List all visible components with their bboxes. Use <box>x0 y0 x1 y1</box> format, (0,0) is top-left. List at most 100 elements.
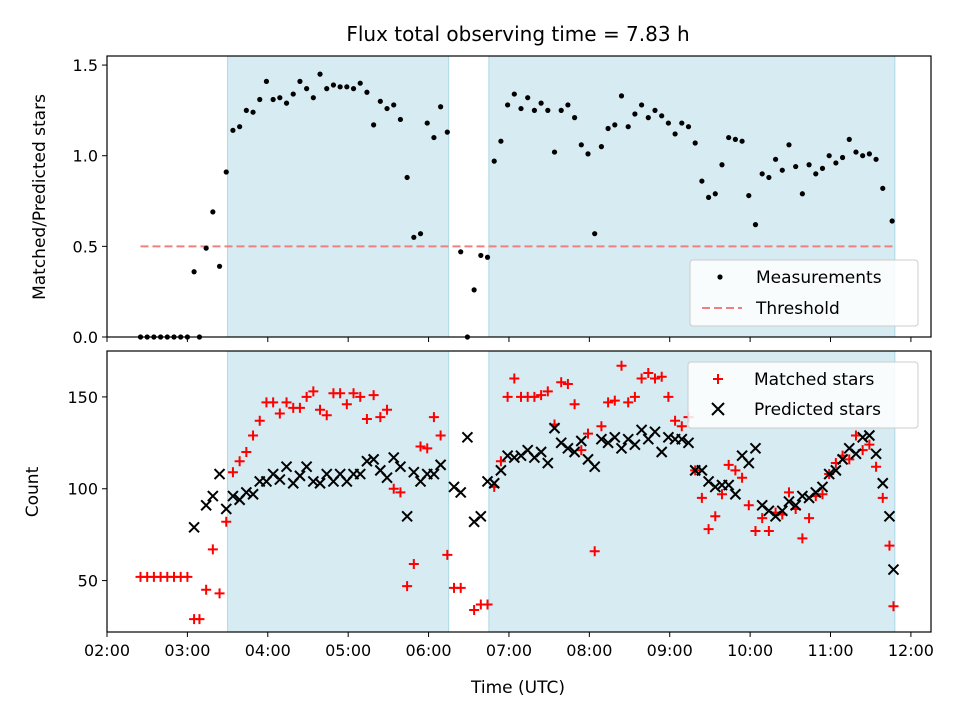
predicted-stars-point <box>836 453 849 466</box>
matched-stars-point <box>221 516 232 527</box>
predicted-stars-point <box>481 475 494 488</box>
predicted-stars-point <box>729 488 742 500</box>
matched-stars-point <box>435 430 446 441</box>
matched-stars-point <box>536 390 547 401</box>
measurement-point <box>237 124 243 130</box>
ratio-y-tick-label: 0.0 <box>73 328 98 347</box>
matched-stars-point <box>182 571 193 582</box>
ratio-y-tick-label: 0.5 <box>73 237 98 256</box>
matched-stars-point <box>194 614 205 625</box>
predicted-stars-point <box>850 448 862 460</box>
legend-predicted-marker <box>711 402 725 416</box>
measurement-point <box>732 136 738 142</box>
matched-stars-point <box>402 581 413 592</box>
predicted-stars-point <box>749 442 762 455</box>
measurement-point <box>404 174 410 181</box>
predicted-stars-point <box>877 477 889 489</box>
matched-stars-point <box>408 559 419 570</box>
matched-stars-point <box>388 483 399 494</box>
matched-stars-point <box>542 386 553 397</box>
predicted-stars-point <box>401 510 413 523</box>
matched-stars-point <box>442 549 453 560</box>
x-tick-label: 05:00 <box>325 641 371 660</box>
predicted-stars-point <box>783 495 795 508</box>
matched-stars-point <box>636 373 647 384</box>
predicted-stars-point <box>461 431 474 444</box>
measurement-point <box>632 111 638 117</box>
predicted-stars-point <box>595 433 608 445</box>
matched-stars-point <box>609 395 620 406</box>
matched-stars-point <box>797 533 808 544</box>
matched-stars-point <box>301 391 312 402</box>
measurement-point <box>257 96 263 103</box>
predicted-stars-point <box>562 442 574 455</box>
measurement-point <box>813 171 819 177</box>
measurement-point <box>873 156 879 162</box>
measurement-point <box>786 142 792 148</box>
measurement-point <box>438 104 444 110</box>
measurement-point <box>270 96 276 103</box>
matched-stars-point <box>207 544 218 555</box>
count-panel: 50 100 150 02:00 03:00 04:00 05:00 06:00 07:00 08… <box>67 350 934 660</box>
measurement-point <box>846 136 852 142</box>
predicted-stars-point <box>609 431 621 444</box>
count-legend-box <box>687 361 919 429</box>
predicted-stars-point <box>388 451 400 464</box>
matched-stars-point <box>502 391 513 402</box>
matched-stars-point <box>455 582 466 593</box>
measurement-point <box>679 120 685 126</box>
measurement-point <box>826 153 832 159</box>
predicted-stars-point <box>213 468 226 480</box>
measurement-point <box>191 269 197 275</box>
predicted-stars-point <box>816 481 829 493</box>
matched-stars-point <box>783 487 794 498</box>
ratio-legend-box <box>689 259 919 327</box>
measurement-point <box>705 194 712 201</box>
predicted-stars-point <box>615 442 628 455</box>
legend-measurements-marker <box>717 274 723 280</box>
measurement-point <box>297 78 303 84</box>
measurement-point <box>364 89 370 95</box>
measurement-point <box>853 149 859 155</box>
predicted-stars-point <box>294 470 306 482</box>
predicted-stars-point <box>220 503 232 515</box>
ratio-shaded-interval-0 <box>227 56 449 337</box>
predicted-stars-point <box>307 475 320 488</box>
matched-stars-point <box>737 472 748 483</box>
matched-stars-point <box>663 391 674 402</box>
matched-stars-point <box>395 487 406 498</box>
matched-stars-point <box>888 601 899 612</box>
measurement-point <box>558 107 564 113</box>
measurement-point <box>565 102 571 108</box>
predicted-stars-point <box>676 433 688 445</box>
measurement-point <box>263 78 270 84</box>
measurement-point <box>371 122 377 128</box>
measurement-point <box>779 167 785 173</box>
predicted-stars-point <box>495 464 507 477</box>
matched-stars-point <box>254 415 265 426</box>
x-tick-label: 07:00 <box>486 641 532 660</box>
predicted-stars-point <box>247 488 259 500</box>
measurement-point <box>411 234 417 240</box>
matched-stars-point <box>274 408 285 419</box>
measurement-point <box>889 218 895 224</box>
predicted-stars-point <box>434 459 447 471</box>
matched-stars-point <box>643 368 654 379</box>
measurement-point <box>880 185 886 191</box>
matched-stars-point <box>348 388 359 399</box>
matched-stars-point <box>248 430 259 441</box>
measurement-point <box>719 162 725 168</box>
measurement-point <box>799 191 805 197</box>
measurement-point <box>498 138 504 144</box>
measurement-point <box>625 124 631 130</box>
predicted-stars-point <box>863 429 876 442</box>
measurement-point <box>243 107 249 113</box>
matched-stars-point <box>469 604 480 615</box>
x-tick-label: 03:00 <box>164 641 210 660</box>
legend-measurements-label: Measurements <box>756 268 882 288</box>
x-tick-label: 09:00 <box>647 641 693 660</box>
measurement-point <box>685 124 692 130</box>
ratio-axes-frame <box>106 55 932 338</box>
